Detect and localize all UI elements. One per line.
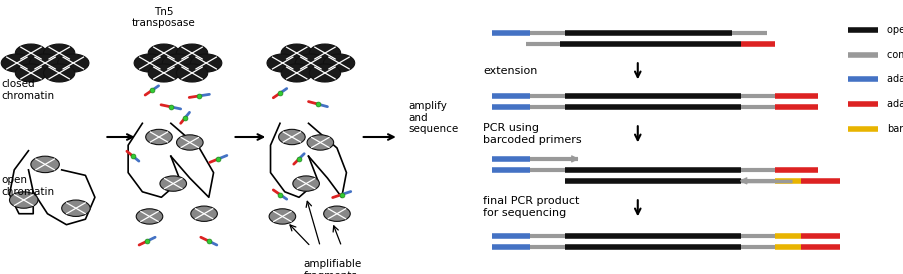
Circle shape <box>266 54 298 72</box>
Circle shape <box>176 44 208 62</box>
Text: common end: common end <box>886 50 903 60</box>
Circle shape <box>31 156 60 173</box>
Text: adapter 1: adapter 1 <box>886 75 903 84</box>
Text: extension: extension <box>483 66 537 76</box>
Circle shape <box>191 206 217 221</box>
Circle shape <box>278 129 305 145</box>
Circle shape <box>307 135 333 150</box>
Circle shape <box>58 54 88 72</box>
Circle shape <box>15 44 47 62</box>
Text: amplifiable
fragments: amplifiable fragments <box>303 259 361 274</box>
Text: open chromatin: open chromatin <box>886 25 903 35</box>
Circle shape <box>15 64 47 82</box>
Text: PCR using
barcoded primers: PCR using barcoded primers <box>483 124 582 145</box>
Circle shape <box>145 129 172 145</box>
Circle shape <box>309 44 340 62</box>
Circle shape <box>163 54 193 72</box>
Text: amplify
and
sequence: amplify and sequence <box>408 101 458 135</box>
Circle shape <box>148 44 180 62</box>
Circle shape <box>176 135 203 150</box>
Circle shape <box>191 54 221 72</box>
Text: adapter 2: adapter 2 <box>886 99 903 109</box>
Circle shape <box>323 206 349 221</box>
Text: closed
chromatin: closed chromatin <box>1 79 54 101</box>
Circle shape <box>293 176 319 191</box>
Circle shape <box>43 64 75 82</box>
Circle shape <box>148 64 180 82</box>
Text: barcode: barcode <box>886 124 903 134</box>
Text: final PCR product
for sequencing: final PCR product for sequencing <box>483 196 579 218</box>
Circle shape <box>134 54 165 72</box>
Circle shape <box>10 192 38 208</box>
Circle shape <box>30 54 61 72</box>
Circle shape <box>323 54 354 72</box>
Text: Tn5
transposase: Tn5 transposase <box>132 7 195 28</box>
Circle shape <box>309 64 340 82</box>
Circle shape <box>160 176 186 191</box>
Text: open
chromatin: open chromatin <box>1 175 54 197</box>
Circle shape <box>1 54 33 72</box>
Circle shape <box>176 64 208 82</box>
Circle shape <box>295 54 326 72</box>
Circle shape <box>43 44 75 62</box>
Circle shape <box>61 200 90 216</box>
Circle shape <box>281 44 312 62</box>
Circle shape <box>136 209 163 224</box>
Circle shape <box>269 209 295 224</box>
Circle shape <box>281 64 312 82</box>
